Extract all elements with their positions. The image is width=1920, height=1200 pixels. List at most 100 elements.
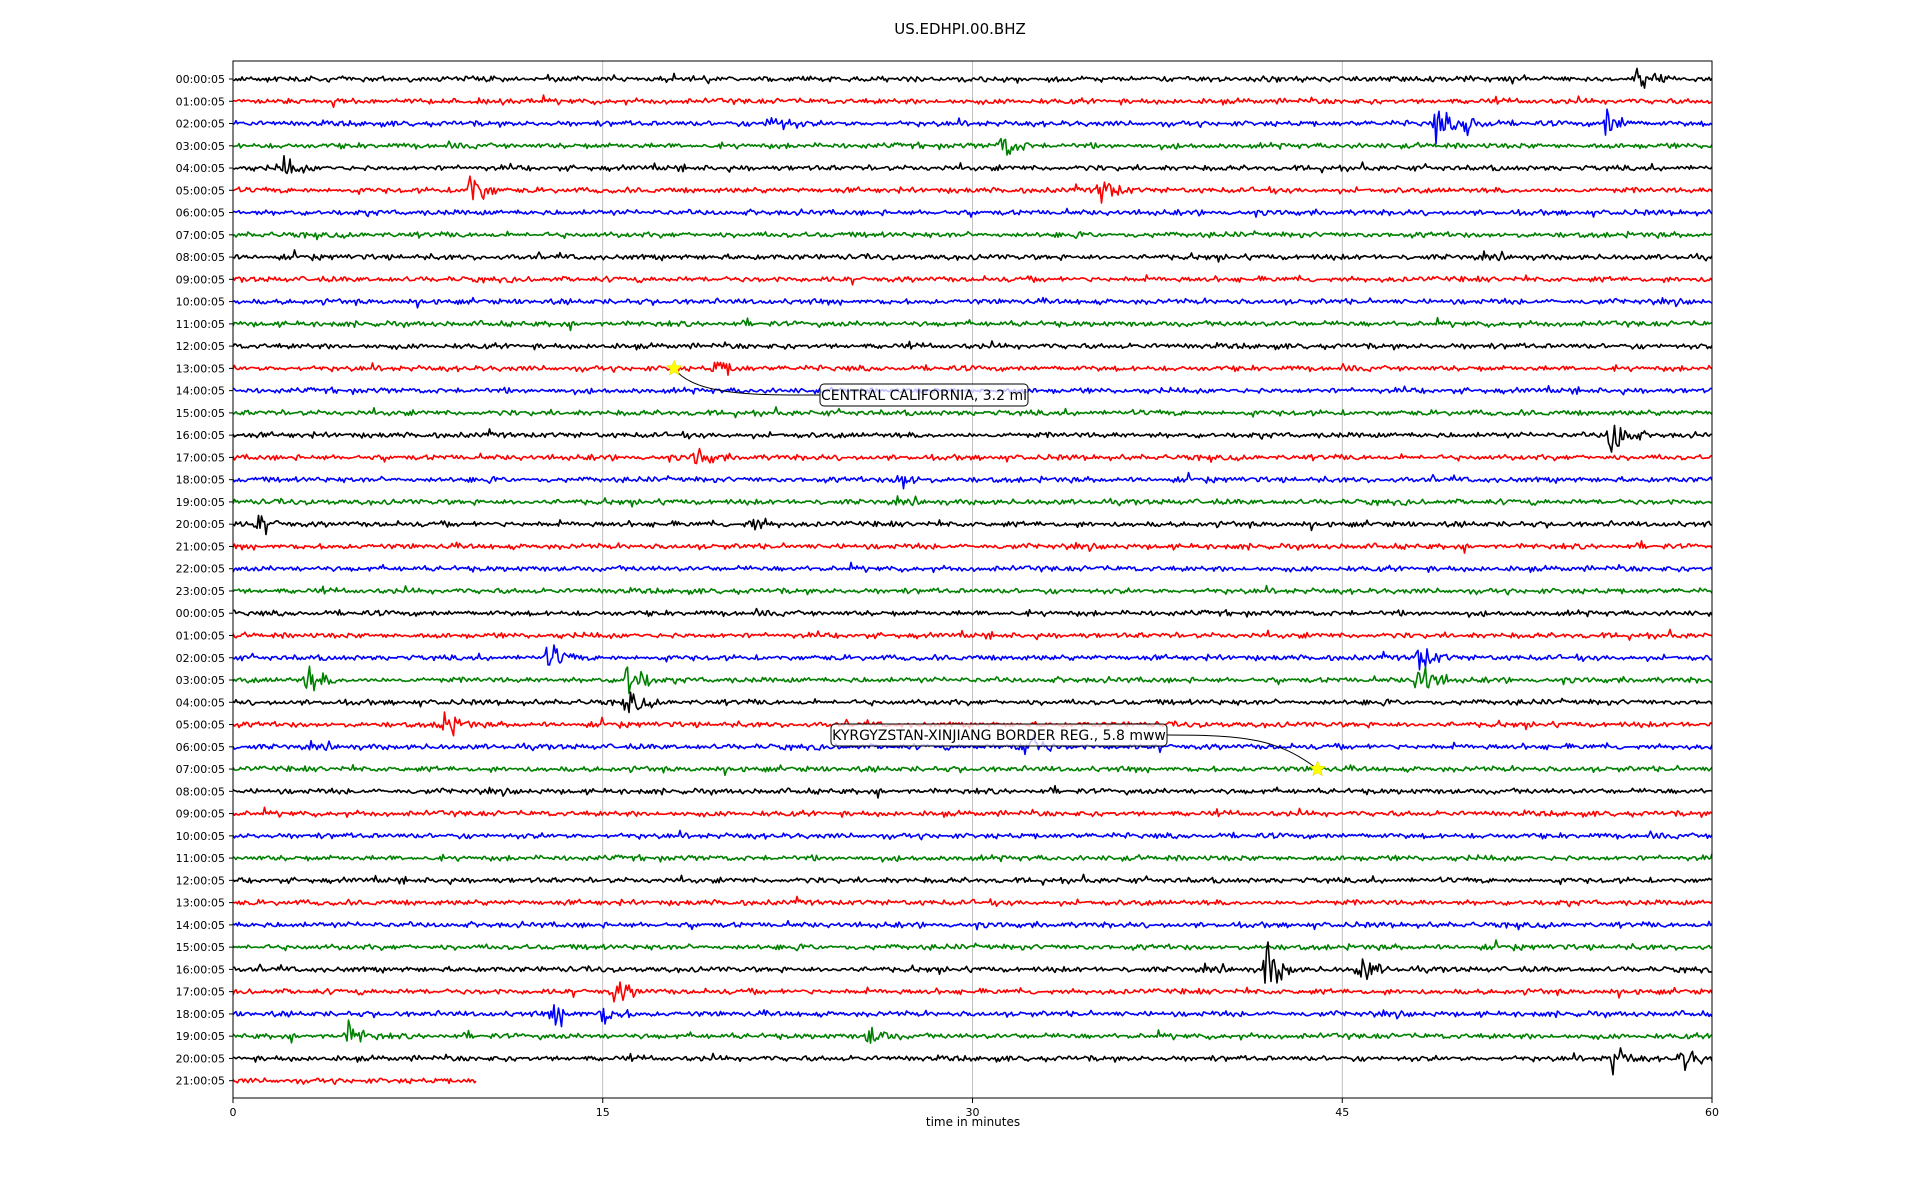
y-tick-label: 04:00:05	[176, 696, 225, 709]
y-tick-label: 18:00:05	[176, 474, 225, 487]
trace-row-20	[232, 514, 1712, 536]
annotation-label: KYRGYZSTAN-XINJIANG BORDER REG., 5.8 mww	[832, 728, 1166, 744]
y-tick-label: 08:00:05	[176, 251, 225, 264]
y-tick-label: 04:00:05	[176, 162, 225, 175]
trace-row-23	[232, 584, 1713, 596]
trace-row-27	[232, 665, 1713, 695]
y-tick-label: 09:00:05	[176, 808, 225, 821]
trace-row-42	[232, 1004, 1713, 1028]
trace-row-1	[232, 94, 1713, 109]
x-axis-label: time in minutes	[926, 1115, 1020, 1129]
y-tick-label: 17:00:05	[176, 451, 225, 464]
y-tick-label: 03:00:05	[176, 140, 225, 153]
y-tick-label: 12:00:05	[176, 874, 225, 887]
event-star-icon	[1309, 760, 1326, 777]
trace-row-45	[232, 1077, 477, 1086]
y-tick-label: 14:00:05	[176, 385, 225, 398]
trace-row-5	[232, 175, 1713, 204]
y-tick-label: 13:00:05	[176, 362, 225, 375]
y-tick-labels: 00:00:05 01:00:05 02:00:05 03:00:05 04:00:05…	[176, 73, 233, 1088]
trace-row-37	[232, 895, 1713, 908]
annotation-box	[819, 383, 1029, 407]
trace-row-4	[232, 155, 1713, 175]
y-tick-label: 15:00:05	[176, 941, 225, 954]
y-tick-label: 10:00:05	[176, 830, 225, 843]
trace-row-21	[232, 540, 1713, 554]
y-tick-label: 20:00:05	[176, 518, 225, 531]
trace-row-16	[232, 424, 1713, 453]
trace-row-43	[232, 1019, 1713, 1044]
trace-row-41	[232, 981, 1713, 1003]
trace-row-33	[232, 806, 1713, 818]
trace-row-34	[232, 829, 1713, 841]
y-tick-label: 17:00:05	[176, 986, 225, 999]
y-tick-label: 08:00:05	[176, 785, 225, 798]
y-tick-label: 16:00:05	[176, 963, 225, 976]
y-tick-label: 02:00:05	[176, 652, 225, 665]
trace-row-17	[232, 447, 1713, 465]
trace-row-39	[232, 939, 1713, 952]
trace-row-6	[232, 207, 1713, 218]
trace-row-28	[232, 691, 1713, 714]
y-tick-label: 00:00:05	[176, 73, 225, 86]
trace-row-19	[232, 495, 1713, 508]
trace-row-9	[232, 274, 1713, 286]
y-tick-label: 01:00:05	[176, 95, 225, 108]
event-star-icon	[665, 359, 683, 376]
annotation-connector	[673, 368, 821, 396]
x-tick-label: 30	[966, 1106, 980, 1119]
traces	[232, 67, 1713, 1086]
trace-row-10	[232, 296, 1713, 309]
y-tick-label: 19:00:05	[176, 496, 225, 509]
trace-row-7	[232, 230, 1713, 241]
y-tick-label: 10:00:05	[176, 296, 225, 309]
y-tick-label: 15:00:05	[176, 407, 225, 420]
trace-row-24	[232, 607, 1713, 618]
trace-row-2	[232, 108, 1713, 145]
trace-row-15	[232, 406, 1713, 419]
y-tick-label: 19:00:05	[176, 1030, 225, 1043]
trace-row-32	[232, 784, 1713, 799]
trace-row-40	[232, 941, 1713, 984]
y-tick-label: 01:00:05	[176, 630, 225, 643]
y-tick-label: 00:00:05	[176, 607, 225, 620]
annotation-box	[830, 723, 1168, 747]
trace-row-38	[232, 920, 1713, 931]
x-tick-label: 60	[1705, 1106, 1719, 1119]
trace-row-13	[232, 361, 1713, 376]
event-annotations: CENTRAL CALIFORNIA, 3.2 ml KYRGYZSTAN-XIN…	[665, 359, 1326, 777]
trace-row-22	[232, 561, 1713, 574]
y-tick-label: 23:00:05	[176, 585, 225, 598]
y-tick-label: 22:00:05	[176, 563, 225, 576]
annotation-label: CENTRAL CALIFORNIA, 3.2 ml	[821, 388, 1027, 404]
plot-frame	[232, 60, 1713, 1099]
x-tick-label: 15	[596, 1106, 610, 1119]
y-tick-label: 21:00:05	[176, 1075, 225, 1088]
y-tick-label: 07:00:05	[176, 763, 225, 776]
x-tick-label: 45	[1335, 1106, 1349, 1119]
y-tick-label: 06:00:05	[176, 741, 225, 754]
trace-row-35	[232, 853, 1713, 863]
y-tick-label: 06:00:05	[176, 207, 225, 220]
y-tick-label: 14:00:05	[176, 919, 225, 932]
y-tick-label: 03:00:05	[176, 674, 225, 687]
y-tick-label: 21:00:05	[176, 540, 225, 553]
event-annotation: KYRGYZSTAN-XINJIANG BORDER REG., 5.8 mww	[830, 723, 1326, 777]
trace-row-11	[232, 316, 1713, 332]
annotation-connector	[1166, 734, 1318, 770]
trace-row-31	[232, 764, 1713, 777]
trace-row-18	[232, 471, 1713, 490]
trace-row-0	[233, 67, 1713, 89]
y-tick-label: 18:00:05	[176, 1008, 225, 1021]
y-tick-label: 05:00:05	[176, 184, 225, 197]
y-tick-label: 16:00:05	[176, 429, 225, 442]
chart-title: US.EDHPI.00.BHZ	[894, 20, 1026, 38]
trace-row-8	[232, 249, 1713, 263]
trace-row-26	[232, 644, 1713, 671]
x-axis: 0 15 30 45 60	[230, 1098, 1719, 1119]
y-tick-label: 12:00:05	[176, 340, 225, 353]
y-tick-label: 02:00:05	[176, 118, 225, 131]
y-tick-label: 11:00:05	[176, 318, 225, 331]
trace-row-36	[232, 873, 1713, 886]
